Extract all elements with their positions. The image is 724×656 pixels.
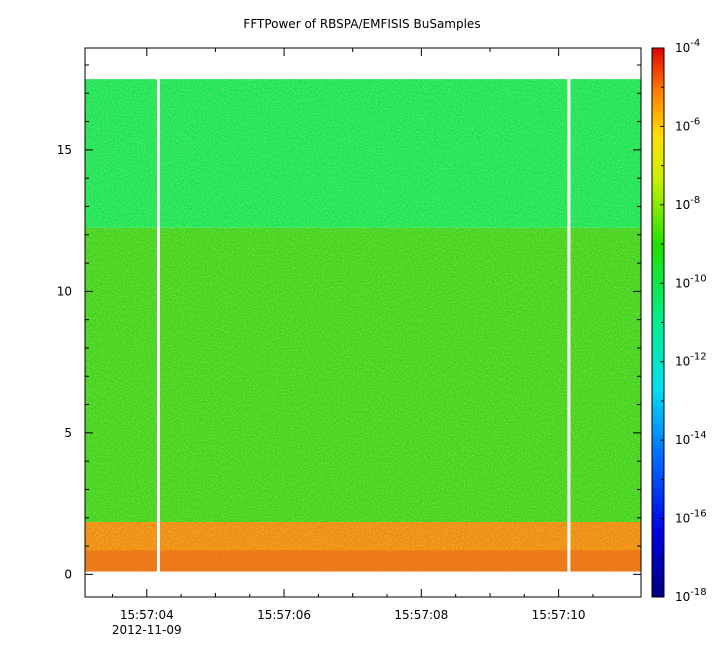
low-frequency-core <box>85 550 641 572</box>
spectrogram-band-texture-1 <box>85 227 641 523</box>
colorbar-tick-label-7: 10-4 <box>675 38 700 55</box>
plot-title: FFTPower of RBSPA/EMFISIS BuSamples <box>243 17 481 31</box>
data-gap-1 <box>567 78 571 573</box>
spectrogram-band-texture-2 <box>85 79 641 228</box>
x-tick-label-2: 15:57:08 <box>394 608 448 622</box>
colorbar-tick-label-6: 10-6 <box>675 116 700 133</box>
colorbar-tick-label-5: 10-8 <box>675 195 700 212</box>
y-tick-label-1: 5 <box>64 426 72 440</box>
colorbar-tick-label-3: 10-12 <box>675 352 707 369</box>
x-tick-label-0: 15:57:04 <box>120 608 174 622</box>
x-tick-label-3: 15:57:10 <box>532 608 586 622</box>
colorbar-tick-label-0: 10-18 <box>675 587 707 604</box>
plot-frame <box>84 47 642 598</box>
x-date-label: 2012-11-09 <box>112 623 182 637</box>
y-tick-label-2: 10 <box>57 284 72 298</box>
colorbar-tick-label-2: 10-14 <box>675 430 707 447</box>
x-axis: 15:57:04 15:57:06 15:57:08 15:57:10 2012-11-… <box>112 48 594 637</box>
data-gap-0 <box>156 78 160 573</box>
colorbar-tick-label-1: 10-16 <box>675 509 707 526</box>
y-tick-label-3: 15 <box>57 143 72 157</box>
x-tick-label-1: 15:57:06 <box>257 608 311 622</box>
y-axis: 0 5 10 15 <box>57 64 641 581</box>
plot-area <box>85 78 641 573</box>
y-tick-label-0: 0 <box>64 567 72 581</box>
colorbar-axis: 10-18 10-16 10-14 10-12 10-10 10-8 10-6 10-4 <box>660 38 707 604</box>
colorbar-tick-label-4: 10-10 <box>675 273 707 290</box>
